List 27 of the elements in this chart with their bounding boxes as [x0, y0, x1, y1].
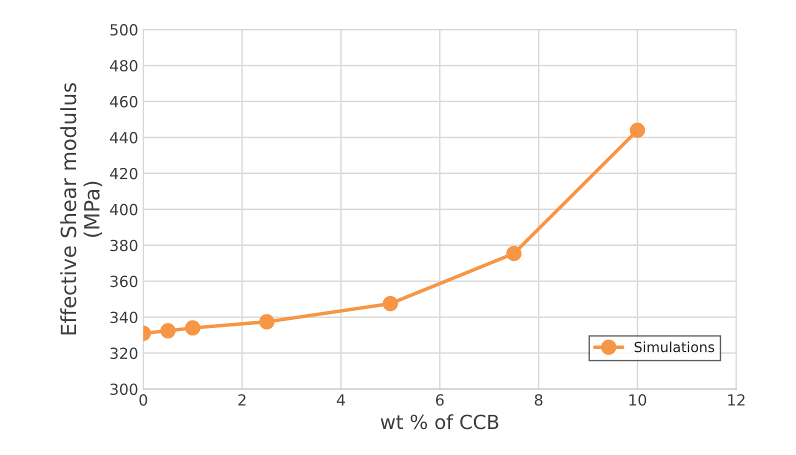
x-axis-title: wt % of CCB — [380, 414, 498, 430]
y-tick-label: 480 — [110, 60, 138, 72]
y-tick-label: 360 — [110, 276, 138, 288]
y-tick-label: 400 — [110, 204, 138, 216]
y-tick-label: 500 — [110, 24, 138, 36]
legend-label: Simulations — [634, 342, 714, 352]
y-tick-label: 380 — [110, 240, 138, 252]
x-tick-label: 2 — [238, 394, 246, 406]
x-tick-label: 6 — [436, 394, 444, 406]
y-tick-label: 460 — [110, 96, 138, 108]
point — [160, 323, 176, 338]
x-tick-label: 12 — [728, 394, 744, 406]
point — [506, 246, 522, 262]
x-tick-label: 8 — [534, 394, 542, 406]
point — [630, 122, 646, 138]
y-tick-label: 440 — [110, 132, 138, 144]
y-tick-label: 420 — [110, 168, 138, 180]
point — [185, 320, 200, 336]
point — [259, 314, 274, 330]
y-tick-label: 320 — [110, 348, 138, 360]
x-tick-label: 10 — [629, 394, 646, 406]
point — [382, 296, 398, 312]
y-tick-label: 300 — [110, 383, 138, 396]
y-tick-label: 340 — [110, 312, 138, 324]
y-axis-title: Effective Shear modulus (MPa) — [60, 83, 102, 334]
x-tick-label: 4 — [336, 394, 345, 406]
x-tick-label: 0 — [139, 394, 148, 406]
